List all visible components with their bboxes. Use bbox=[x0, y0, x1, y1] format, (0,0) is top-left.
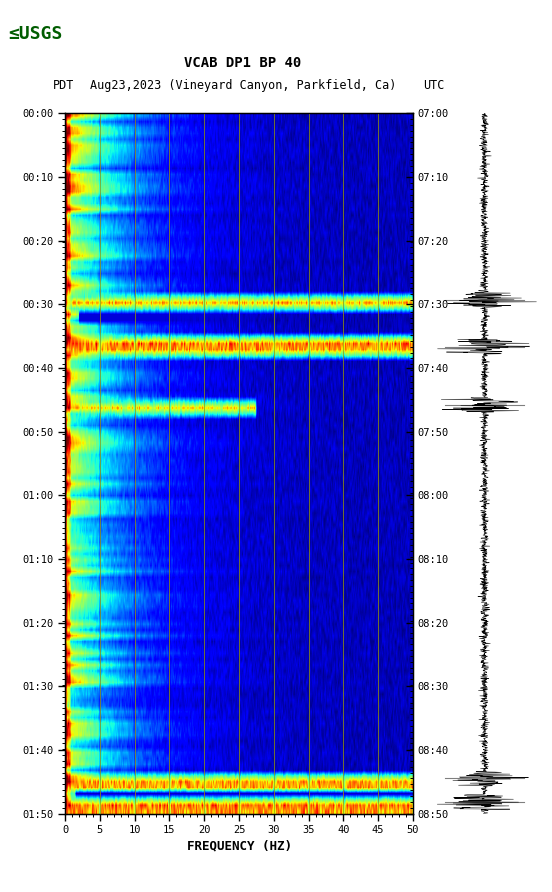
Text: Aug23,2023 (Vineyard Canyon, Parkfield, Ca): Aug23,2023 (Vineyard Canyon, Parkfield, … bbox=[89, 78, 396, 92]
Text: PDT: PDT bbox=[52, 78, 74, 92]
Text: ≤USGS: ≤USGS bbox=[8, 25, 63, 43]
Text: VCAB DP1 BP 40: VCAB DP1 BP 40 bbox=[184, 56, 301, 70]
X-axis label: FREQUENCY (HZ): FREQUENCY (HZ) bbox=[187, 839, 291, 853]
Text: UTC: UTC bbox=[423, 78, 444, 92]
